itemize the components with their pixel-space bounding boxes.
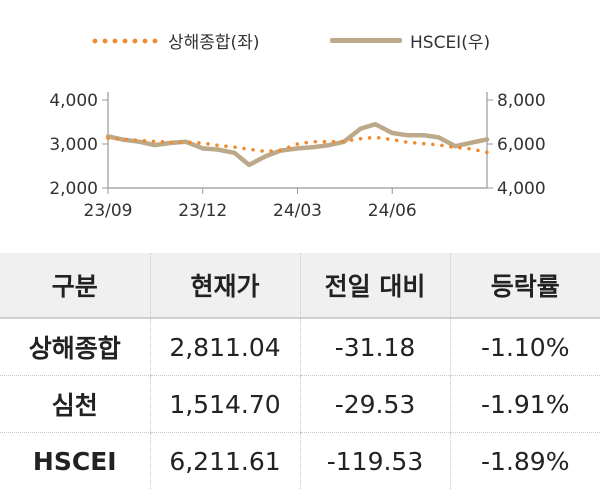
row-name: 상해종합 <box>0 318 150 376</box>
axes: 2,000 3,000 4,000 4,000 6,000 8,000 23/09 23/12… <box>49 91 545 221</box>
row-rate: -1.91% <box>450 376 600 433</box>
right-tick-label: 6,000 <box>497 135 546 155</box>
right-tick-label: 8,000 <box>497 91 546 111</box>
x-tick-label: 23/12 <box>178 201 227 221</box>
row-change: -119.53 <box>300 433 450 489</box>
row-price: 2,811.04 <box>150 318 300 376</box>
row-rate: -1.10% <box>450 318 600 376</box>
row-rate: -1.89% <box>450 433 600 489</box>
left-tick-label: 3,000 <box>49 135 98 155</box>
x-tick-label: 23/09 <box>84 201 133 221</box>
table-row: 심천 1,514.70 -29.53 -1.91% <box>0 376 600 433</box>
header-category: 구분 <box>0 253 150 318</box>
row-price: 6,211.61 <box>150 433 300 489</box>
row-name: HSCEI <box>0 433 150 489</box>
series-lines <box>108 124 487 165</box>
line-chart: 2,000 3,000 4,000 4,000 6,000 8,000 23/09 23/12… <box>0 0 600 250</box>
x-tick-label: 24/03 <box>273 201 322 221</box>
table-header-row: 구분 현재가 전일 대비 등락률 <box>0 253 600 318</box>
header-change: 전일 대비 <box>300 253 450 318</box>
index-table: 구분 현재가 전일 대비 등락률 상해종합 2,811.04 -31.18 -1… <box>0 253 600 489</box>
header-current-price: 현재가 <box>150 253 300 318</box>
row-change: -29.53 <box>300 376 450 433</box>
row-change: -31.18 <box>300 318 450 376</box>
table-row: HSCEI 6,211.61 -119.53 -1.89% <box>0 433 600 489</box>
left-tick-label: 4,000 <box>49 91 98 111</box>
header-change-rate: 등락률 <box>450 253 600 318</box>
row-price: 1,514.70 <box>150 376 300 433</box>
table-row: 상해종합 2,811.04 -31.18 -1.10% <box>0 318 600 376</box>
x-tick-label: 24/06 <box>368 201 417 221</box>
row-name: 심천 <box>0 376 150 433</box>
right-tick-label: 4,000 <box>497 179 546 199</box>
left-tick-label: 2,000 <box>49 179 98 199</box>
